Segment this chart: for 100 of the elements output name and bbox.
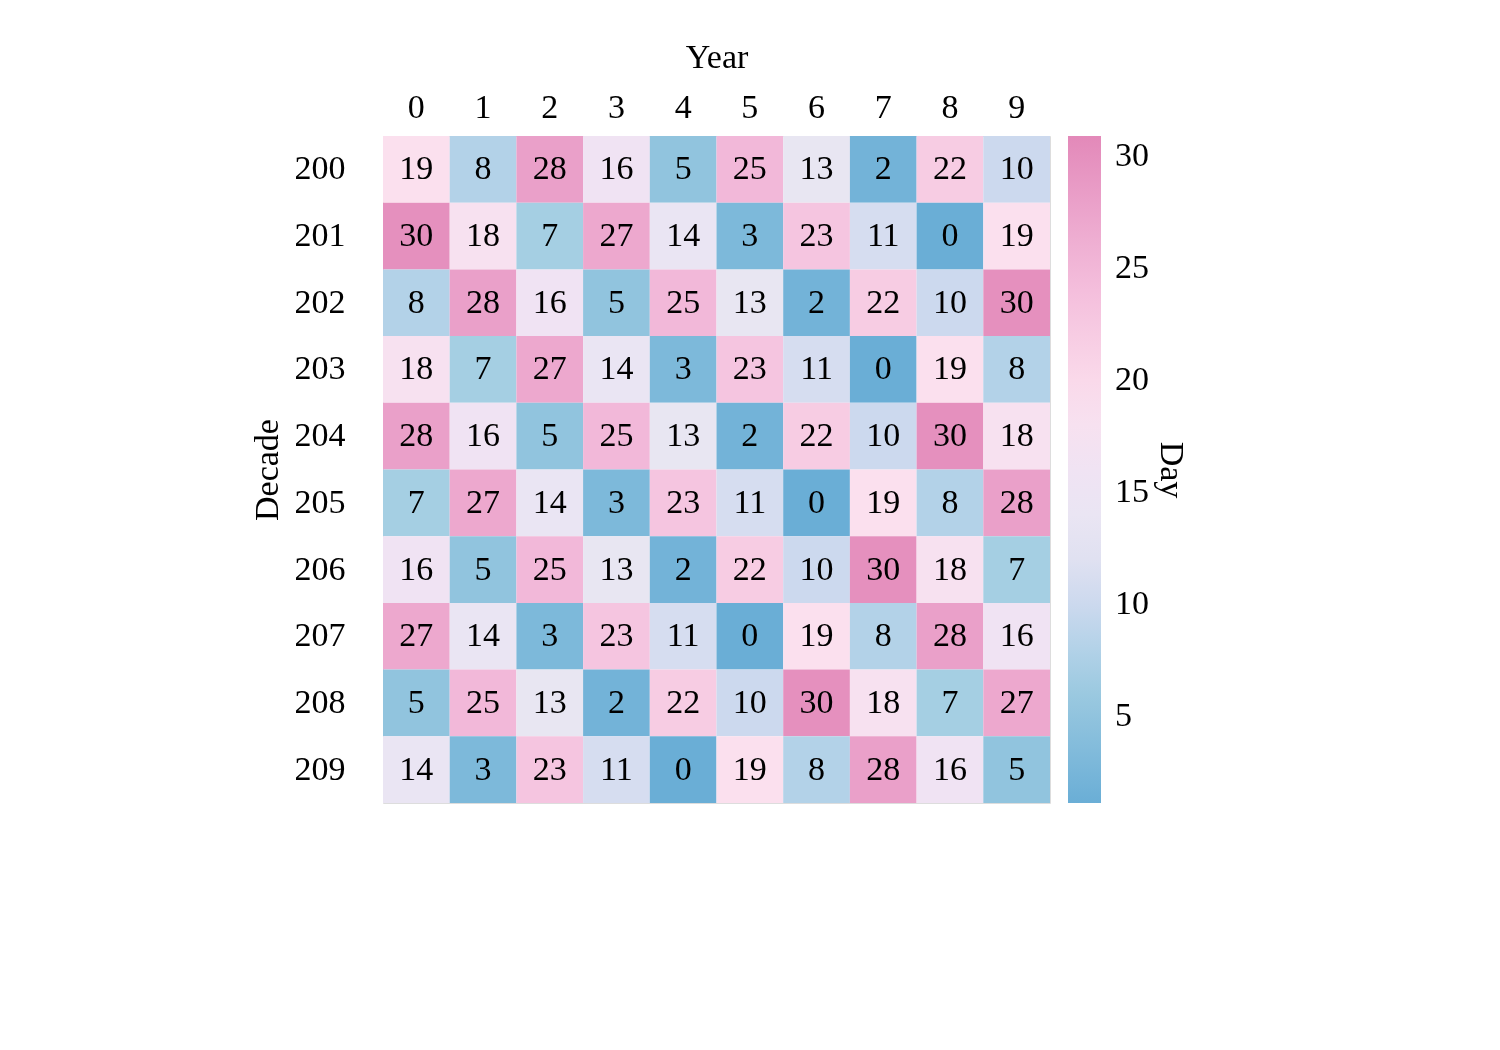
data-label: 8 — [874, 616, 892, 654]
data-label: 28 — [932, 616, 967, 654]
data-label: 23 — [732, 349, 767, 387]
data-label: 19 — [399, 149, 434, 187]
data-label: 10 — [999, 149, 1034, 187]
color-bar-label: 30 — [1115, 136, 1149, 174]
data-label: 5 — [541, 416, 559, 454]
data-label: 11 — [800, 349, 833, 387]
x-tick-label: 7 — [874, 87, 892, 125]
data-label: 28 — [399, 416, 434, 454]
data-label: 16 — [532, 282, 567, 320]
x-tick-label: 3 — [607, 87, 625, 125]
data-label: 14 — [466, 616, 501, 654]
data-label: 13 — [599, 549, 634, 587]
data-label: 3 — [541, 616, 559, 654]
data-label: 27 — [999, 682, 1034, 720]
data-label: 8 — [808, 749, 826, 787]
y-tick-label: 202 — [294, 282, 346, 320]
data-label: 23 — [799, 216, 834, 254]
data-label: 25 — [732, 149, 767, 187]
data-label: 7 — [1008, 549, 1026, 587]
data-label: 18 — [399, 349, 434, 387]
data-label: 16 — [466, 416, 501, 454]
data-label: 23 — [532, 749, 567, 787]
data-label: 8 — [941, 482, 959, 520]
data-label: 10 — [932, 282, 967, 320]
data-label: 2 — [607, 682, 625, 720]
data-label: 28 — [532, 149, 567, 187]
x-tick-label: 1 — [474, 87, 492, 125]
y-tick-label: 206 — [294, 549, 346, 587]
data-label: 28 — [466, 282, 501, 320]
data-label: 0 — [808, 482, 826, 520]
data-label: 16 — [999, 616, 1034, 654]
data-label: 18 — [932, 549, 967, 587]
data-label: 16 — [599, 149, 634, 187]
data-label: 8 — [1008, 349, 1026, 387]
data-label: 22 — [666, 682, 701, 720]
y-tick-label: 209 — [294, 749, 346, 787]
data-label: 0 — [941, 216, 959, 254]
color-bar-label: 5 — [1115, 695, 1132, 733]
data-label: 13 — [732, 282, 767, 320]
y-tick-label: 203 — [294, 349, 346, 387]
y-tick-label: 207 — [294, 616, 346, 654]
data-label: 28 — [999, 482, 1034, 520]
x-tick-label: 0 — [407, 87, 425, 125]
data-label: 18 — [866, 682, 901, 720]
data-label: 30 — [799, 682, 834, 720]
data-label: 19 — [732, 749, 767, 787]
data-label: 3 — [607, 482, 625, 520]
x-tick-label: 9 — [1008, 87, 1026, 125]
data-label: 25 — [599, 416, 634, 454]
data-label: 14 — [399, 749, 434, 787]
y-tick-label: 201 — [294, 216, 346, 254]
data-label: 19 — [799, 616, 834, 654]
data-label: 3 — [474, 749, 492, 787]
data-label: 30 — [932, 416, 967, 454]
data-label: 25 — [466, 682, 501, 720]
data-label: 30 — [399, 216, 434, 254]
data-label: 11 — [666, 616, 700, 654]
data-label: 19 — [999, 216, 1034, 254]
data-label: 10 — [799, 549, 834, 587]
x-tick-label: 5 — [741, 87, 759, 125]
data-label: 13 — [799, 149, 834, 187]
data-label: 25 — [532, 549, 567, 587]
data-label: 3 — [674, 349, 692, 387]
data-label: 16 — [399, 549, 434, 587]
data-label: 28 — [866, 749, 901, 787]
data-label: 14 — [532, 482, 567, 520]
data-label: 7 — [407, 482, 425, 520]
data-label: 7 — [474, 349, 492, 387]
data-label: 14 — [599, 349, 634, 387]
y-axis-title: Decade — [247, 419, 285, 521]
color-bar-label: 10 — [1115, 583, 1149, 621]
data-label: 23 — [599, 616, 634, 654]
data-label: 5 — [1008, 749, 1026, 787]
x-tick-label: 6 — [808, 87, 826, 125]
data-label: 22 — [932, 149, 967, 187]
data-label: 19 — [866, 482, 901, 520]
color-bar-label: 15 — [1115, 471, 1149, 509]
data-label: 27 — [399, 616, 434, 654]
data-label: 22 — [732, 549, 767, 587]
color-bar-label: 25 — [1115, 248, 1149, 286]
data-label: 7 — [541, 216, 559, 254]
data-label: 14 — [666, 216, 701, 254]
data-label: 10 — [866, 416, 901, 454]
data-label: 8 — [474, 149, 492, 187]
data-label: 11 — [600, 749, 633, 787]
data-label: 11 — [733, 482, 767, 520]
data-label: 18 — [999, 416, 1034, 454]
data-label: 25 — [666, 282, 701, 320]
data-label: 3 — [741, 216, 759, 254]
y-tick-label: 200 — [294, 149, 346, 187]
data-label: 19 — [932, 349, 967, 387]
data-label: 30 — [866, 549, 901, 587]
color-bar-title: Day — [1154, 441, 1191, 499]
data-label: 5 — [474, 549, 492, 587]
data-label: 7 — [941, 682, 959, 720]
data-label: 2 — [674, 549, 692, 587]
data-label: 10 — [732, 682, 767, 720]
data-label: 27 — [599, 216, 634, 254]
